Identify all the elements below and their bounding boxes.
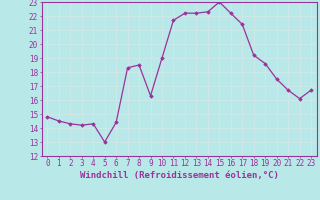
X-axis label: Windchill (Refroidissement éolien,°C): Windchill (Refroidissement éolien,°C) (80, 171, 279, 180)
